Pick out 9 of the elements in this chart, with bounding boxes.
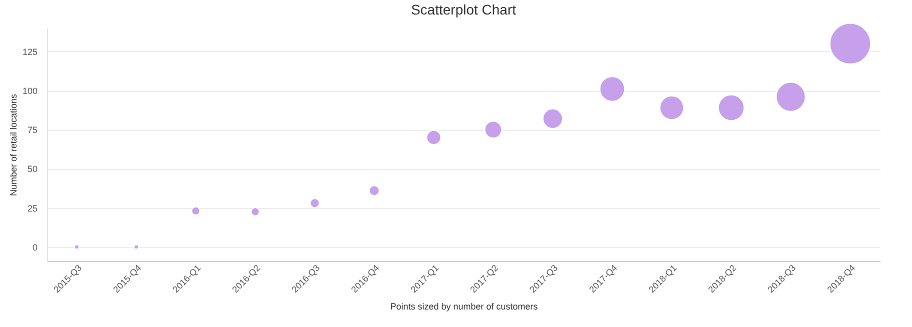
y-axis-title: Number of retail locations [8,93,18,196]
y-tick-label: 125 [22,46,38,57]
y-tick-label: 0 [32,242,38,252]
x-axis-title: Points sized by number of customers [390,302,538,312]
y-tick-label: 75 [27,125,38,136]
y-tick-label: 25 [27,203,38,214]
y-tick-label: 100 [22,86,38,96]
chart-title: Scatterplot Chart [410,1,516,18]
y-tick-label: 50 [27,164,38,174]
